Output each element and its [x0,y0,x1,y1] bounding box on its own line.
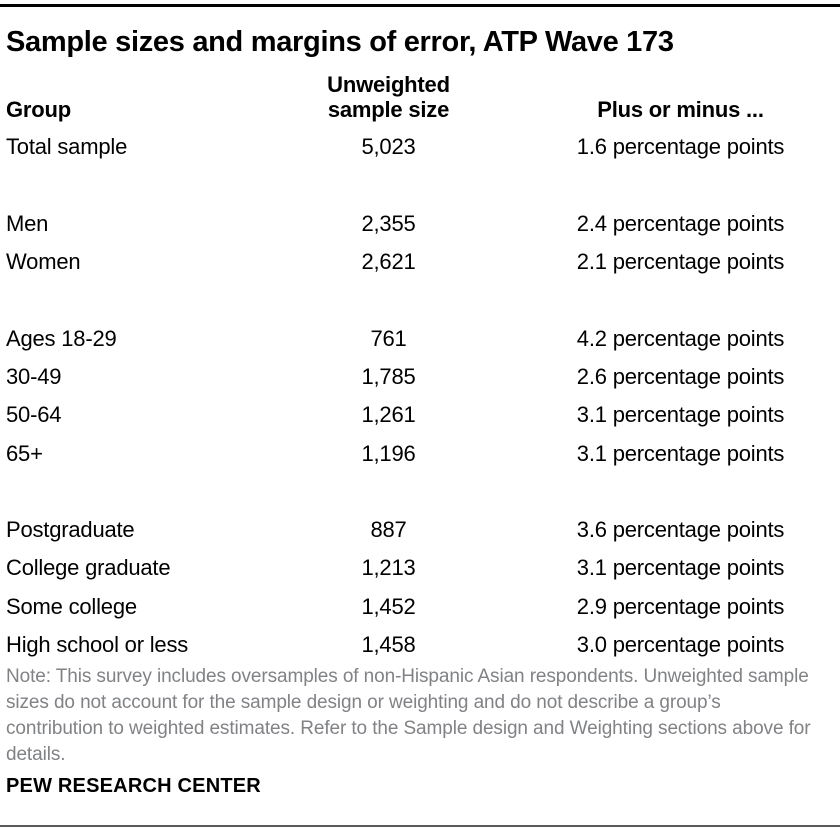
table-note: Note: This survey includes oversamples o… [6,666,811,766]
figure-title: Sample sizes and margins of error, ATP W… [6,26,674,58]
group-cell: 65+ [6,440,43,466]
table-row: Total sample 5,023 1.6 percentage points [6,128,830,166]
table-body: Total sample 5,023 1.6 percentage points… [6,128,830,664]
moe-cell: 3.6 percentage points [576,517,785,543]
size-cell: 2,621 [361,249,416,275]
top-rule [0,4,840,7]
moe-cell: 1.6 percentage points [576,134,785,160]
size-cell: 2,355 [361,210,416,236]
table-row: Men 2,355 2.4 percentage points [6,205,830,243]
row-spacer [6,281,830,319]
group-cell: Some college [6,593,137,619]
group-cell: 50-64 [6,402,62,428]
group-cell: College graduate [6,555,171,581]
column-header-group: Group [6,97,71,122]
table-row: Women 2,621 2.1 percentage points [6,243,830,281]
table-row: Ages 18-29 761 4.2 percentage points [6,319,830,357]
table-row: College graduate 1,213 3.1 percentage po… [6,549,830,587]
size-cell: 1,196 [361,440,416,466]
moe-cell: 3.1 percentage points [576,402,785,428]
size-cell: 1,458 [361,632,416,657]
group-cell: 30-49 [6,363,62,389]
group-cell: Total sample [6,134,128,160]
table-row: Postgraduate 887 3.6 percentage points [6,511,830,549]
size-cell: 5,023 [361,134,416,160]
moe-cell: 3.1 percentage points [576,440,785,466]
table-row: 65+ 1,196 3.1 percentage points [6,434,830,472]
group-cell: High school or less [6,632,189,657]
moe-cell: 2.4 percentage points [576,210,785,236]
moe-cell: 3.0 percentage points [576,632,785,657]
group-cell: Women [6,249,81,275]
group-cell: Postgraduate [6,517,135,543]
row-spacer [6,473,830,511]
table-row: 30-49 1,785 2.6 percentage points [6,358,830,396]
row-spacer [6,166,830,204]
table-header-row: Group Unweighted sample size Plus or min… [6,72,830,122]
size-cell: 1,261 [361,402,416,428]
size-cell: 1,785 [361,363,416,389]
moe-cell: 3.1 percentage points [576,555,785,581]
moe-cell: 2.9 percentage points [576,593,785,619]
table-figure: Sample sizes and margins of error, ATP W… [6,26,830,798]
size-cell: 887 [370,517,407,543]
moe-cell: 2.1 percentage points [576,249,785,275]
column-header-sample-size: Unweighted sample size [286,72,491,122]
table-row: 50-64 1,261 3.1 percentage points [6,396,830,434]
moe-cell: 4.2 percentage points [576,325,785,351]
size-cell: 1,213 [361,555,416,581]
size-cell: 1,452 [361,593,416,619]
group-cell: Men [6,210,49,236]
column-header-moe: Plus or minus ... [597,97,764,122]
bottom-rule [0,825,840,827]
size-cell: 761 [370,325,407,351]
table-row: High school or less 1,458 3.0 percentage… [6,626,830,664]
group-cell: Ages 18-29 [6,325,117,351]
source-label: PEW RESEARCH CENTER [6,775,261,798]
column-header-sample-size-label: Unweighted sample size [327,72,450,122]
table-row: Some college 1,452 2.9 percentage points [6,588,830,626]
moe-cell: 2.6 percentage points [576,363,785,389]
